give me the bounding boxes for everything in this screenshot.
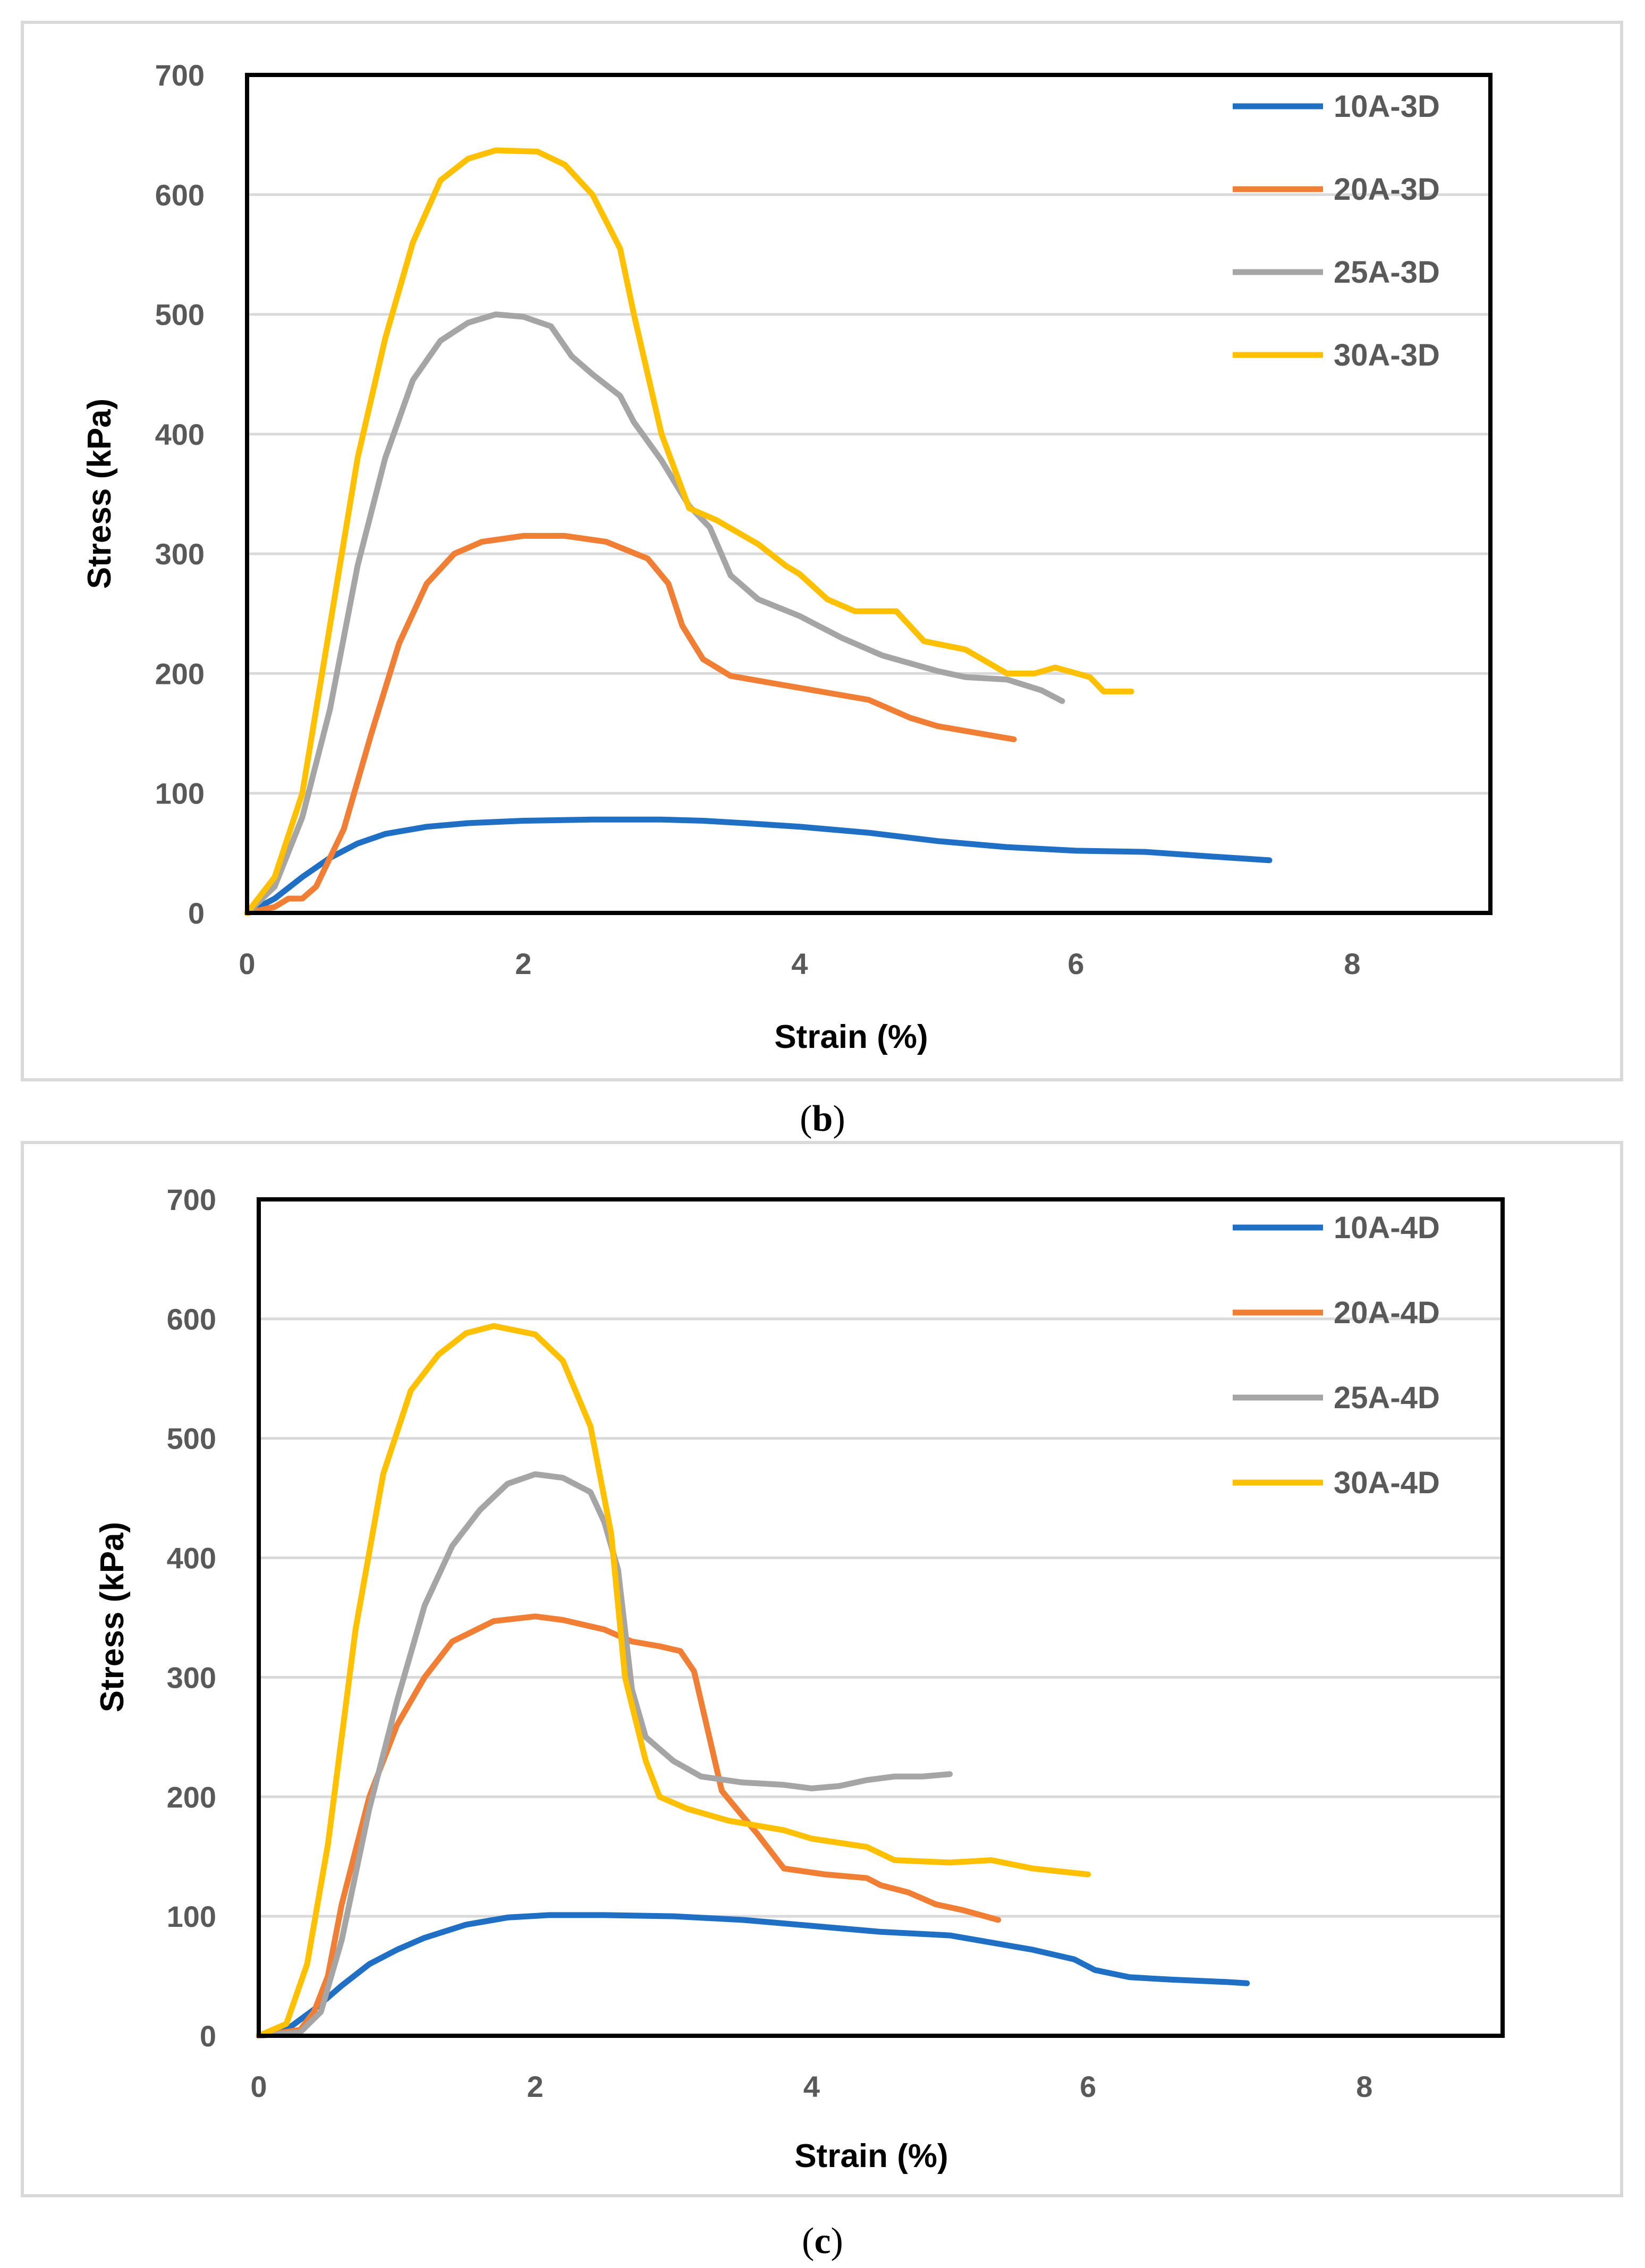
legend-label-30A-4D: 30A-4D	[1334, 1466, 1440, 1500]
series-line-10A-3D	[244, 816, 1273, 916]
y-tick-label: 300	[167, 1661, 216, 1694]
y-tick-label: 200	[155, 657, 205, 690]
series-line-10A-4D	[256, 1912, 1250, 2039]
y-tick-label: 200	[167, 1780, 216, 1814]
series-line-20A-3D	[244, 532, 1017, 916]
series-line-25A-4D	[256, 1471, 953, 2039]
chart-b-caption-letter: b	[812, 1098, 833, 1139]
chart-b-y-tick-labels: 0 100 200 300 400 500 600 700	[155, 58, 205, 930]
y-tick-label: 400	[167, 1542, 216, 1575]
legend-label-10A-4D: 10A-4D	[1334, 1211, 1440, 1245]
chart-c-caption-letter: c	[814, 2221, 830, 2262]
y-tick-label: 100	[155, 777, 205, 810]
chart-c-x-axis-title: Strain (%)	[794, 2138, 948, 2174]
chart-b-y-axis-title: Stress (kPa)	[81, 399, 118, 589]
x-tick-label: 8	[1344, 947, 1360, 980]
chart-b-legend: 10A-3D 20A-3D 25A-3D 30A-3D	[1233, 89, 1440, 373]
series-line-20A-4D	[256, 1613, 1002, 2039]
legend-label-25A-4D: 25A-4D	[1334, 1381, 1440, 1415]
x-tick-label: 6	[1067, 947, 1084, 980]
y-tick-label: 0	[188, 896, 205, 930]
y-tick-label: 700	[155, 58, 205, 92]
y-tick-label: 500	[167, 1422, 216, 1455]
chart-c-plot-border	[257, 1197, 1505, 2038]
legend-label-20A-4D: 20A-4D	[1334, 1296, 1440, 1330]
chart-c-y-tick-labels: 0 100 200 300 400 500 600 700	[167, 1183, 216, 2053]
chart-b-frame	[21, 21, 1623, 1081]
series-line-25A-3D	[244, 311, 1065, 916]
series-line-30A-4D	[256, 1323, 1091, 2039]
chart-b-x-tick-labels: 0 2 4 6 8	[239, 947, 1360, 980]
chart-c-legend: 10A-4D 20A-4D 25A-4D 30A-4D	[1233, 1211, 1440, 1500]
chart-c-gridlines	[259, 1317, 1503, 1918]
x-tick-label: 4	[791, 947, 808, 980]
x-tick-label: 2	[527, 2070, 544, 2103]
chart-c-x-tick-labels: 0 2 4 6 8	[250, 2070, 1372, 2103]
y-tick-label: 400	[155, 418, 205, 451]
x-tick-label: 8	[1356, 2070, 1372, 2103]
legend-label-25A-3D: 25A-3D	[1334, 255, 1440, 290]
chart-b-series	[244, 147, 1273, 916]
x-tick-label: 4	[803, 2070, 820, 2103]
y-tick-label: 300	[155, 537, 205, 571]
x-tick-label: 6	[1080, 2070, 1096, 2103]
x-tick-label: 2	[515, 947, 531, 980]
chart-b-x-axis-title: Strain (%)	[774, 1019, 928, 1055]
chart-b-caption-close: )	[833, 1098, 845, 1139]
chart-c-caption: (c)	[802, 2221, 843, 2262]
legend-label-10A-3D: 10A-3D	[1334, 89, 1440, 124]
y-tick-label: 500	[155, 298, 205, 332]
chart-c-caption-open: (	[802, 2221, 814, 2262]
chart-b-caption: (b)	[800, 1098, 845, 1139]
y-tick-label: 100	[167, 1900, 216, 1933]
y-tick-label: 600	[167, 1302, 216, 1336]
x-tick-label: 0	[239, 947, 255, 980]
series-line-30A-3D	[244, 147, 1134, 916]
chart-b-plot-border	[245, 73, 1493, 915]
y-tick-label: 600	[155, 178, 205, 211]
chart-c-caption-close: )	[831, 2221, 843, 2262]
chart-c-series	[256, 1323, 1250, 2039]
legend-label-20A-3D: 20A-3D	[1334, 172, 1440, 207]
chart-b-caption-open: (	[800, 1098, 812, 1139]
legend-label-30A-3D: 30A-3D	[1334, 338, 1440, 373]
y-tick-label: 700	[167, 1183, 216, 1216]
x-tick-label: 0	[250, 2070, 267, 2103]
chart-c-y-axis-title: Stress (kPa)	[94, 1522, 131, 1712]
y-tick-label: 0	[200, 2019, 216, 2053]
